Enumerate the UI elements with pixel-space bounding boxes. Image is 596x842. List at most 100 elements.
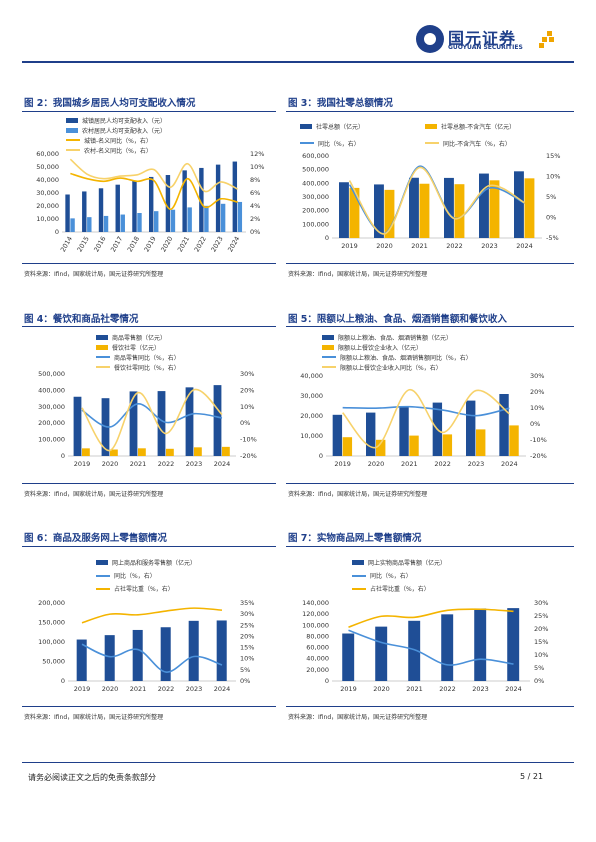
y-tick-label: 400,000 [302,179,329,187]
series-line [342,405,510,417]
legend-swatch [66,117,78,123]
figure-2-rule [22,111,276,112]
bar [375,626,388,681]
series-line [69,158,238,193]
legend-line [96,574,110,577]
x-tick-label: 2022 [439,685,456,693]
y2-tick-label: 10% [250,163,264,171]
y-tick-label: 60,000 [306,644,329,652]
y-tick-label: 30,000 [36,189,59,197]
legend-swatch [96,334,108,340]
y2-tick-label: 10% [530,404,544,412]
figure-6-chart: 0 50,000 100,000 150,000 200,000 0% 5% 10% 15% 20… [38,599,254,693]
y-tick-label: 100,000 [302,621,329,629]
y2-tick-label: 30% [534,599,548,607]
y-tick-label: 200,000 [302,207,329,215]
bar [399,407,409,456]
legend-item: 城镇居民人均可支配收入（元） [66,115,166,125]
bar [213,385,222,456]
footer-divider [22,762,574,763]
y-tick-label: 100,000 [38,638,65,646]
x-tick-label: 2024 [214,685,231,693]
legend-swatch [352,560,364,565]
legend-item: 农村-名义同比（%，右） [66,145,166,155]
legend-label: 限额以上粮油、食品、烟酒销售额（亿元） [338,334,453,342]
x-tick-label: 2014 [59,235,74,253]
bar [115,184,120,232]
legend-label: 城镇居民人均可支配收入（元） [82,117,167,125]
x-tick-label: 2024 [214,460,231,468]
legend-item: 餐饮社零同比（%，右） [96,362,180,372]
y-tick-label: 600,000 [302,152,329,160]
bar [409,177,419,238]
legend-label: 农村-名义同比（%，右） [84,147,152,155]
legend-item: 限额以上餐饮企业收入同比（%，右） [322,362,472,372]
bar [148,176,154,232]
legend-line [66,139,80,141]
bar [188,620,199,681]
x-tick-label: 2018 [126,235,141,253]
y-tick-label: 80,000 [306,632,329,640]
bar [185,387,194,456]
y2-tick-label: 30% [530,372,544,380]
legend-label: 城镇-名义同比（%，右） [84,137,152,145]
figure-6-bottom-rule [22,706,276,707]
series-line [81,643,223,673]
y-tick-label: 200,000 [38,599,65,607]
legend-label: 限额以上餐饮企业收入同比（%，右） [340,364,442,372]
y-tick-label: 0 [325,234,329,242]
figure-5-legend: 限额以上粮油、食品、烟酒销售额（亿元） 限额以上餐饮企业收入（亿元） 限额以上粮… [322,332,472,372]
y2-tick-label: 10% [546,173,560,181]
y2-tick-label: 15% [534,638,548,646]
figure-6-title: 图 6：商品及服务网上零售额情况 [24,533,167,544]
y2-tick-label: 20% [240,632,254,640]
bar [474,608,487,681]
figure-3-title: 图 3：我国社零总额情况 [288,98,393,109]
y-tick-label: 40,000 [36,176,59,184]
figure-7-legend: 网上实物商品零售额（亿元） 同比（%，右） 占社零比重（%，右） [352,556,446,595]
bar [499,394,509,456]
bar [215,164,221,232]
legend-item: 农村居民人均可支配收入（元） [66,125,166,135]
x-tick-label: 2024 [505,685,522,693]
figure-6-rule [22,546,276,547]
figure-5-source: 资料来源：Ifind，国家统计局，国元证券研究所整理 [288,491,428,498]
bar [384,189,395,238]
bar [409,435,419,456]
bar [374,184,384,238]
figure-2-source: 资料来源：Ifind，国家统计局，国元证券研究所整理 [24,271,164,278]
y2-tick-label: 5% [534,664,544,672]
x-tick-label: 2016 [92,235,107,253]
bar [339,182,349,238]
legend-item: 商品零售同比（%，右） [96,352,180,362]
legend-line [96,356,110,358]
bar [419,183,430,238]
y-tick-label: 20,000 [36,202,59,210]
bar [408,620,421,681]
y2-tick-label: 10% [240,403,254,411]
legend-label: 社零总额（亿元） [316,123,365,131]
series-line [342,388,510,449]
legend-label: 同比（%，右） [370,573,412,580]
x-tick-label: 2015 [76,235,91,253]
figure-2-title: 图 2：我国城乡居民人均可支配收入情况 [24,98,196,109]
y-tick-label: 50,000 [36,163,59,171]
bar [476,429,486,456]
legend-line [322,366,336,368]
bar [442,434,453,456]
bar [103,215,109,232]
figure-2-chart: 0 10,000 20,000 30,000 40,000 50,000 60,000 0% 2… [36,150,264,253]
x-tick-label: 2023 [186,685,203,693]
series-line [348,629,514,666]
x-tick-label: 2022 [158,460,175,468]
legend-item: 限额以上餐饮企业收入（亿元） [322,342,472,352]
y-tick-label: 10,000 [300,432,323,440]
bar [154,211,159,232]
bar [104,635,115,681]
y2-tick-label: 20% [534,625,548,633]
figure-5-rule [286,326,574,327]
x-tick-label: 2020 [376,242,393,250]
company-logo: 国元证券 GUOYUAN SECURITIES [416,25,554,55]
bar [87,217,92,232]
y2-tick-label: 5% [546,193,556,201]
